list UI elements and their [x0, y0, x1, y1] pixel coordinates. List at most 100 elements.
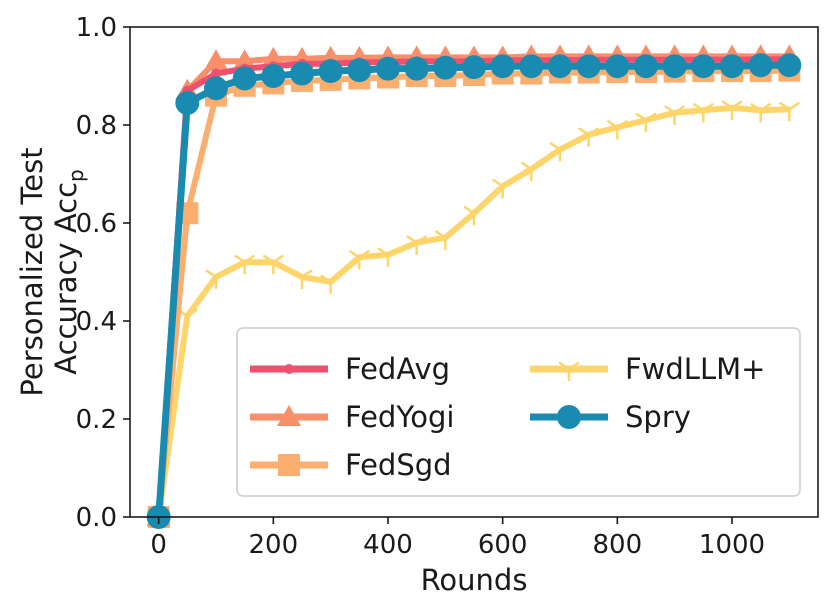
series-fwdllm-marker-arm-right — [530, 161, 542, 171]
series-fwdllm-marker-arm-right — [386, 247, 399, 257]
series-fwdllm-marker-arm-right — [788, 102, 800, 111]
series-fwdllm-marker — [205, 269, 227, 290]
series-spry-marker — [404, 56, 429, 81]
legend-item-spry: Spry — [530, 400, 691, 434]
series-fwdllm-marker-arm-left — [463, 205, 476, 215]
legend-fedavg-marker — [284, 364, 294, 374]
legend-label-fwdllm: FwdLLM+ — [625, 352, 765, 386]
legend-label-fedsgd: FedSgd — [345, 448, 452, 482]
legend-item-fedsgd: FedSgd — [250, 448, 452, 482]
series-fedyogi-marker — [204, 49, 228, 71]
x-axis-label: Rounds — [421, 563, 528, 597]
legend-fwdllm-marker — [558, 361, 580, 382]
y-tick-label: 0.6 — [76, 209, 117, 239]
y-axis-label-main: Accuracy Acc — [49, 182, 83, 375]
series-spry — [146, 53, 802, 529]
legend-item-fedavg: FedAvg — [250, 352, 450, 386]
series-fwdllm-marker-arm-left — [664, 105, 676, 114]
series-fwdllm-marker — [492, 179, 513, 199]
series-spry-marker — [662, 54, 687, 79]
series-spry-marker — [347, 58, 372, 83]
series-spry-marker — [175, 90, 200, 115]
series-fwdllm-marker — [406, 235, 427, 255]
series-fwdllm-marker-arm-right — [472, 205, 485, 215]
series-fwdllm-marker-arm-right — [300, 269, 313, 279]
series-fwdllm-marker — [463, 205, 485, 226]
series-fwdllm-marker-arm-left — [320, 274, 332, 284]
series-fwdllm-marker-arm-left — [693, 103, 705, 112]
series-fwdllm-marker-arm-right — [329, 274, 341, 284]
series-fwdllm-marker-arm-right — [501, 179, 513, 188]
series-fwdllm-marker-arm-right — [587, 127, 599, 137]
series-spry-marker — [261, 64, 286, 88]
series-fwdllm-marker — [263, 254, 284, 275]
series-spry-marker — [576, 54, 601, 79]
series-fedyogi-marker — [261, 46, 286, 68]
x-tick-label: 200 — [249, 530, 299, 560]
series-fwdllm-marker — [521, 161, 542, 182]
series-fwdllm-marker-arm-left — [779, 102, 791, 111]
series-spry-marker — [232, 66, 257, 91]
series-fwdllm-marker-arm-left — [349, 250, 361, 259]
series-fwdllm-marker — [320, 274, 341, 295]
legend-fwdllm-marker-arm-left — [558, 361, 571, 371]
series-spry-marker — [462, 55, 486, 80]
y-tick-label: 0.2 — [76, 405, 117, 435]
series-fwdllm-marker-arm-right — [616, 120, 628, 129]
series-fwdllm-marker — [664, 105, 685, 125]
series-fwdllm-marker-arm-right — [358, 250, 370, 259]
series-spry-marker — [634, 54, 658, 79]
series-fwdllm-marker-arm-right — [444, 230, 456, 239]
legend-item-fwdllm: FwdLLM+ — [530, 352, 765, 386]
series-fwdllm-marker-arm-left — [492, 179, 504, 188]
series-spry-marker — [290, 61, 314, 86]
x-tick-label: 0 — [150, 530, 167, 560]
series-fwdllm-marker — [234, 254, 255, 275]
series-fwdllm-marker-arm-left — [549, 142, 562, 151]
series-fwdllm-marker — [607, 120, 628, 140]
y-tick-label: 0.8 — [76, 111, 117, 141]
series-fwdllm-marker-arm-left — [635, 112, 648, 122]
series-fwdllm-marker-arm-left — [205, 269, 218, 279]
series-fwdllm-marker-arm-right — [243, 254, 255, 264]
series-fwdllm-marker — [349, 250, 370, 270]
series-spry-marker — [605, 54, 630, 79]
series-fwdllm-marker — [435, 230, 456, 250]
series-fwdllm-marker-arm-left — [750, 103, 762, 112]
y-axis-label-line1: Personalized Test — [15, 147, 49, 396]
series-spry-marker — [376, 56, 400, 81]
y-axis-label: Personalized Test Accuracy Accp — [15, 147, 88, 396]
series-fwdllm-marker-arm-right — [214, 269, 227, 279]
y-tick-label: 1.0 — [76, 13, 117, 43]
legend-label-fedyogi: FedYogi — [345, 400, 454, 434]
legend-spry-marker — [557, 405, 581, 429]
x-tick-label: 1000 — [699, 530, 765, 560]
series-spry-marker — [433, 55, 458, 80]
series-fwdllm-marker-arm-right — [702, 103, 714, 112]
series-fwdllm-marker-arm-left — [406, 235, 418, 244]
series-spry-marker — [204, 76, 228, 101]
legend-label-fedavg: FedAvg — [345, 352, 450, 386]
series-fwdllm-marker-arm-left — [521, 161, 533, 171]
series-spry-marker — [720, 54, 744, 79]
series-fwdllm-marker-arm-right — [730, 100, 743, 110]
series-fwdllm-marker-arm-left — [578, 127, 590, 137]
series-fwdllm-marker-arm-right — [415, 235, 427, 244]
series-fwdllm-marker-arm-right — [673, 105, 685, 114]
series-fwdllm-marker — [693, 103, 714, 123]
y-tick-label: 0.4 — [76, 307, 117, 337]
series-fwdllm-marker — [291, 269, 313, 290]
series-spry-marker — [318, 59, 343, 84]
legend-fedsgd-marker — [278, 454, 300, 476]
series-fwdllm-marker-arm-left — [607, 120, 619, 129]
series-spry-marker — [490, 54, 515, 79]
y-tick-label: 0.0 — [76, 503, 117, 533]
series-spry-marker — [691, 54, 716, 79]
series-fwdllm-marker-arm-left — [721, 100, 734, 110]
series-fwdllm-marker-arm-left — [263, 254, 275, 264]
series-fwdllm-marker-arm-left — [291, 269, 304, 279]
series-fwdllm-marker-arm-right — [759, 103, 771, 112]
series-spry-marker — [777, 53, 802, 78]
series-fwdllm-marker-arm-right — [272, 254, 284, 264]
